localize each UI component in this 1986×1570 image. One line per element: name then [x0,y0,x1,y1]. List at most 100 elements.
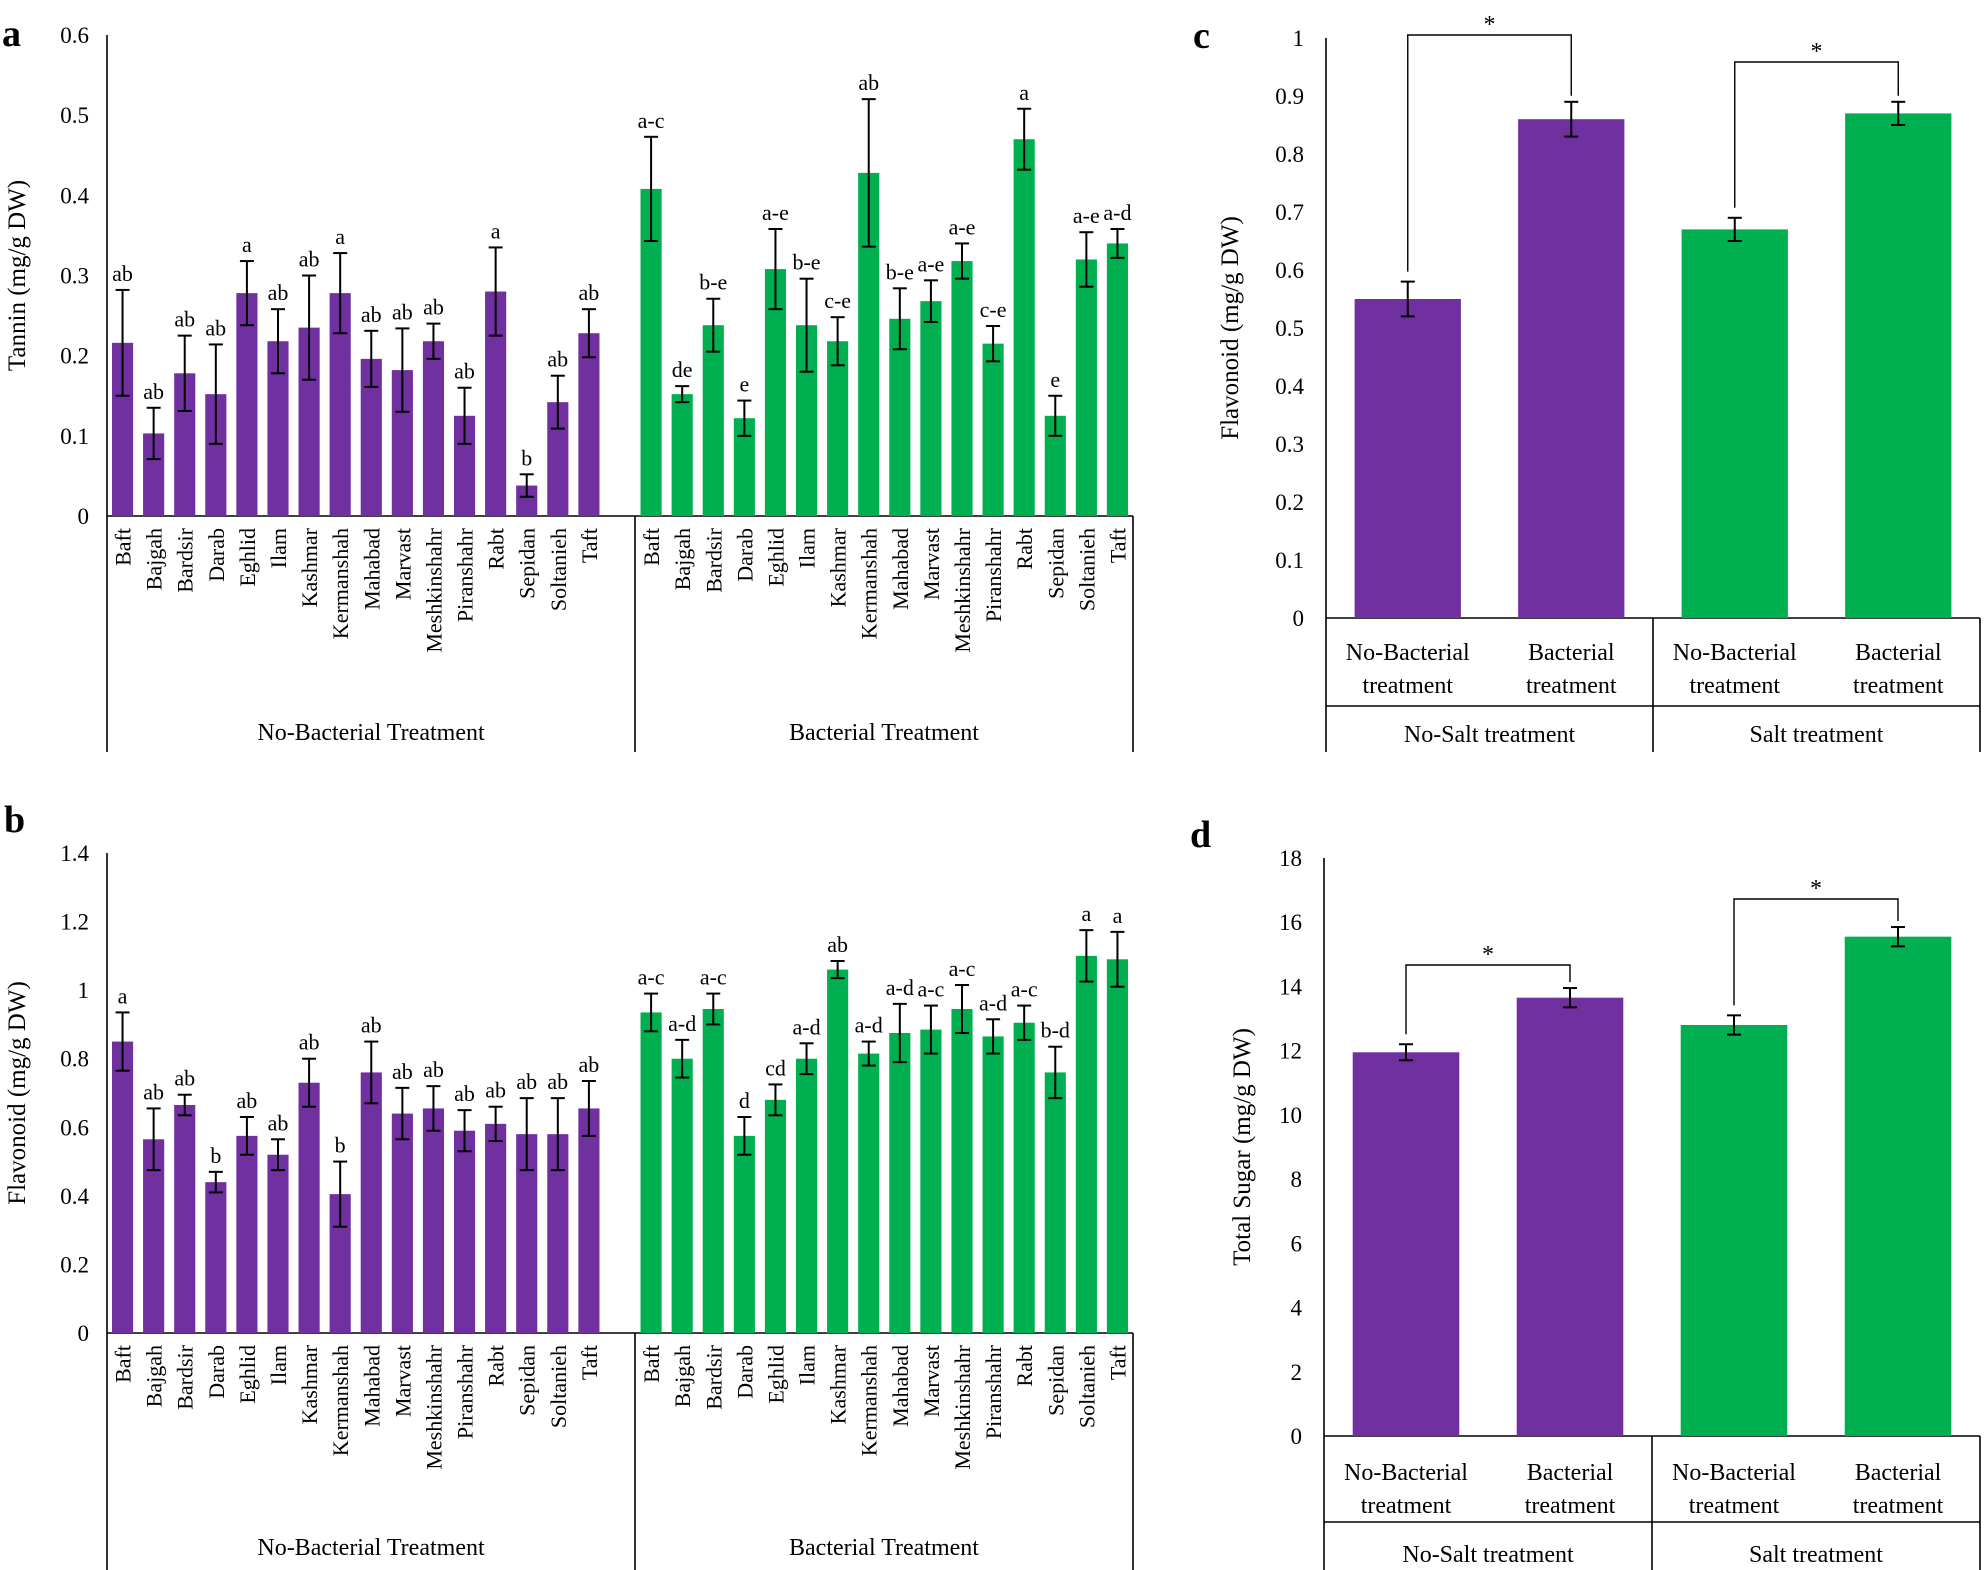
panel-d-category-label-line: Bacterial [1527,1460,1614,1486]
panel-d-category-label: Bacterial treatment [1853,1460,1944,1519]
panel-b-bar [236,1135,258,1333]
panel-a-significance-letter: ab [858,70,879,95]
panel-b-bar [453,1130,476,1333]
panel-c-y-tick: 0.1 [1275,548,1304,573]
panel-b-bar [982,1036,1004,1333]
panel-b-significance-letter: ab [237,1088,258,1113]
panel-b-significance-letter: ab [454,1081,475,1106]
panel-b-significance-letter: cd [765,1055,786,1080]
panel-a-bar [391,370,413,516]
panel-a-y-axis-label: Tannin (mg/g DW) [4,180,31,371]
panel-b-category-label: Baft [111,1345,136,1383]
panel-a-significance-letter: de [672,357,693,382]
panel-a-category-label: Meshkinshahr [421,527,446,652]
panel-a-category-label: Ilam [266,528,291,568]
panel-b-category-label: Taft [577,1345,602,1380]
panel-a-significance-letter: a-e [917,251,944,276]
panel-b-significance-letter: a [1081,901,1091,926]
panel-b-bar [391,1113,413,1333]
panel-c-bar [1681,229,1788,618]
panel-b-significance-letter: a-d [668,1011,696,1036]
panel-b-bar [858,1053,880,1333]
panel-c-y-axis-label: Flavonoid (mg/g DW) [1217,216,1244,440]
panel-b-category-label: Kermanshah [328,1345,353,1456]
panel-c-category-label-line: Bacterial [1855,640,1942,666]
panel-a-significance-letter: ab [454,359,475,384]
panel-b-bar [827,969,849,1333]
panel-b-category-label: Marvast [390,1345,415,1417]
panel-c-y-tick: 0.2 [1275,490,1304,515]
panel-a-group-label: No-Bacterial Treatment [257,720,485,746]
panel-c-y-tick: 0.3 [1275,432,1304,457]
panel-a-significance-letter: e [1050,367,1060,392]
panel-a-significance-letter: ab [392,299,413,324]
panel-a-bar [547,402,569,516]
panel-b-significance-letter: ab [268,1110,289,1135]
panel-d-y-tick: 10 [1279,1103,1302,1128]
panel-a-significance-letter: a [335,224,345,249]
panel-c-category-label-line: No-Bacterial [1673,640,1797,666]
panel-d-y-tick: 14 [1279,974,1303,999]
panel-c-bar [1354,299,1461,618]
panel-a-bar [733,418,755,516]
panel-a-category-label: Baft [111,528,136,566]
panel-a-bar [205,394,227,516]
panel-a-category-label: Piranshahr [981,527,1006,622]
panel-a-bar [795,325,818,516]
panel-a-bar [143,433,165,516]
panel-a-category-label: Darab [204,528,229,582]
panel-b-bar [267,1154,289,1333]
panel-a-bar [982,343,1004,516]
panel-d-category-label-line: treatment [1853,1493,1944,1519]
panel-b-bar [1044,1072,1066,1333]
panel-b-significance-letter: a [118,983,128,1008]
panel-a-significance-letter: a-e [949,214,976,239]
panel-b-significance-letter: ab [423,1057,444,1082]
panel-c-category-label: Bacterial treatment [1853,640,1944,699]
panel-c-y-tick: 0.5 [1275,316,1304,341]
panel-b-bar [360,1072,382,1333]
panel-a-bar [640,188,662,517]
panel-b-category-label: Rabt [1012,1345,1037,1387]
panel-d-category-label-line: No-Bacterial [1344,1460,1468,1486]
panel-d-category-label-line: No-Bacterial [1672,1460,1796,1486]
panel-b-category-label: Mahabad [888,1345,913,1427]
panel-a-bar [267,341,289,516]
panel-c-bar [1845,113,1952,619]
panel-a-bar [1013,139,1035,516]
panel-a-category-label: Meshkinshahr [950,527,975,652]
panel-b-bar [578,1108,600,1333]
panel-c-significance-bracket [1734,61,1899,208]
panel-b-group-label: Bacterial Treatment [789,1535,979,1561]
panel-b-significance-letter: a-c [638,965,665,990]
panel-a-y-tick: 0.4 [60,183,89,208]
panel-a-category-label: Bajgah [142,528,167,590]
panel-a-significance-letter: e [739,372,749,397]
panel-d-bar [1680,1024,1788,1436]
panel-b-category-label: Soltanieh [546,1345,571,1428]
panel-b-bar [671,1058,693,1333]
panel-a-category-label: Baft [639,528,664,566]
panel-a-significance-letter: a-c [638,108,665,133]
panel-d-y-tick: 6 [1291,1231,1303,1256]
panel-a-significance-letter: ab [143,379,164,404]
panel-c-y-tick: 0.6 [1275,258,1304,283]
panel-d-significance-star: * [1810,876,1822,902]
panel-b-significance-letter: a-c [700,965,727,990]
panel-a-bar [360,358,382,516]
panel-b-significance-letter: a-d [792,1014,820,1039]
panel-b-significance-letter: ab [516,1069,537,1094]
panel-a-category-label: Darab [732,528,757,582]
panel-a-category-label: Eghlid [763,528,788,587]
panel-b-category-label: Baft [639,1345,664,1383]
panel-b-category-label: Soltanieh [1074,1345,1099,1428]
panel-b-significance-letter: a [1113,903,1123,928]
panel-a-significance-letter: ab [299,247,320,272]
panel-b-bar [174,1105,196,1333]
panel-b-category-label: Marvast [919,1345,944,1417]
panel-c-group-label: Salt treatment [1750,722,1884,748]
panel-a-category-label: Kashmar [826,527,851,607]
panel-a-significance-letter: a-e [762,200,789,225]
panel-a-bar [1106,243,1129,516]
panel-a-significance-letter: ab [423,295,444,320]
